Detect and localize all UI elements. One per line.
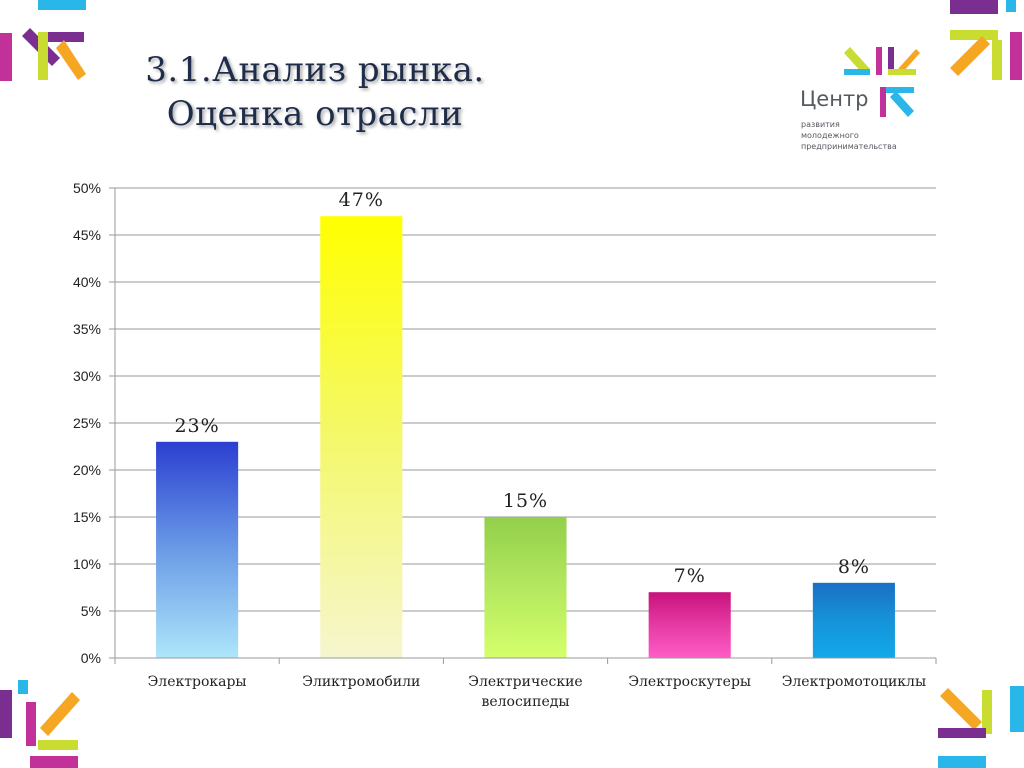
y-tick-label: 50% <box>73 180 101 196</box>
data-label: 8% <box>838 556 870 578</box>
category-label: Электроскутеры <box>628 674 751 690</box>
y-tick-label: 5% <box>81 603 101 619</box>
decor-top-left-arrows <box>0 0 86 81</box>
bar <box>648 592 731 658</box>
organization-logo: Центр развития молодежного предпринимате… <box>800 45 940 165</box>
decor-bottom-left-arrows <box>0 680 80 768</box>
logo-sub-line: молодежного <box>801 131 859 140</box>
logo-arrows-icon <box>844 47 920 117</box>
category-label: велосипеды <box>481 694 569 710</box>
bar <box>156 441 239 658</box>
y-tick-label: 15% <box>73 509 101 525</box>
category-label: Эликтромобили <box>302 674 420 690</box>
data-label: 47% <box>339 189 384 211</box>
decor-bottom-right-arrows <box>938 686 1024 768</box>
data-label: 15% <box>503 490 548 512</box>
category-label: Электромотоциклы <box>782 674 926 690</box>
y-tick-label: 10% <box>73 556 101 572</box>
decor-top-right-arrows <box>950 0 1022 80</box>
bars <box>156 216 895 658</box>
y-tick-label: 35% <box>73 321 101 337</box>
data-labels: 23% 47% 15% 7% 8% <box>174 189 870 587</box>
logo-name: Центр <box>800 87 869 111</box>
x-axis: Электрокары Эликтромобили Электрические вел… <box>114 657 937 710</box>
slide-title: 3.1.Анализ рынка. Оценка отрасли <box>115 48 515 136</box>
y-tick-label: 40% <box>73 274 101 290</box>
y-tick-label: 25% <box>73 415 101 431</box>
data-label: 7% <box>674 565 706 587</box>
y-axis: 0% 5% 10% 15% 20% 25% 30% 35% 40% 45% 50% <box>73 180 116 666</box>
bar <box>320 216 403 658</box>
logo-sub-line: предпринимательства <box>801 142 897 151</box>
logo-sub-line: развития <box>801 120 840 129</box>
y-tick-label: 45% <box>73 227 101 243</box>
logo-subtitle: развития молодежного предпринимательства <box>801 119 921 152</box>
title-line-1: 3.1.Анализ рынка. <box>145 50 485 90</box>
y-tick-label: 30% <box>73 368 101 384</box>
y-tick-label: 20% <box>73 462 101 478</box>
category-label: Электрические <box>468 674 582 690</box>
y-tick-label: 0% <box>81 650 101 666</box>
bar-chart: 0% 5% 10% 15% 20% 25% 30% 35% 40% 45% 50% Электрок… <box>73 180 937 710</box>
category-label: Электрокары <box>148 674 247 690</box>
data-label: 23% <box>174 415 219 437</box>
title-line-2: Оценка отрасли <box>166 94 464 134</box>
bar <box>812 582 895 658</box>
bar <box>484 517 567 658</box>
